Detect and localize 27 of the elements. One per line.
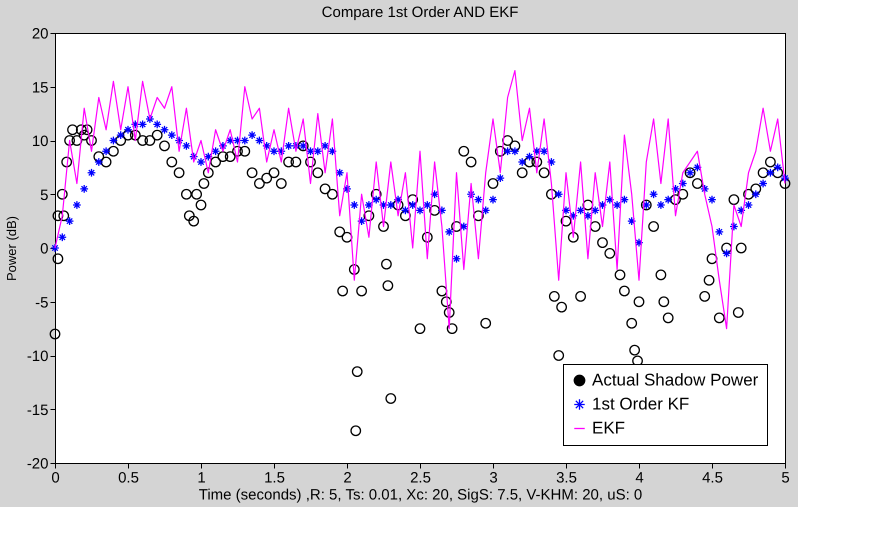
x-tick-label: 1.5	[264, 470, 285, 486]
x-tick-label: 1	[197, 470, 206, 486]
x-tick-label: 4	[635, 470, 644, 486]
x-tick-label: 2.5	[410, 470, 431, 486]
y-tick-label: 10	[32, 133, 48, 150]
y-tick-label: -15	[26, 402, 48, 419]
x-tick-label: 3	[489, 470, 498, 486]
x-tick-label: 3.5	[556, 470, 577, 486]
y-axis-title: Power (dB)	[4, 216, 19, 282]
y-tick-label: -20	[26, 456, 48, 472]
y-tick-label: 20	[32, 26, 48, 42]
x-tick-label: 4.5	[702, 470, 723, 486]
line-series	[54, 70, 786, 330]
y-tick-label: 15	[32, 79, 48, 96]
x-tick-label: 5	[781, 470, 790, 486]
x-axis-title: Time (seconds) ,R: 5, Ts: 0.01, Xc: 20, SigS: 7.5, V-KHM: 20, uS: 0	[198, 486, 642, 504]
legend-label: 1st Order KF	[592, 394, 690, 414]
chart-title: Compare 1st Order AND EKF	[322, 4, 518, 21]
x-tick-label: 0	[51, 470, 60, 486]
y-tick-label: -10	[26, 348, 48, 365]
y-tick-label: -5	[35, 294, 48, 312]
y-tick-label: 0	[40, 240, 48, 258]
legend-label: Actual Shadow Power	[592, 370, 759, 390]
x-tick-label: 0.5	[118, 470, 139, 486]
y-tick-label: 5	[40, 186, 48, 204]
x-tick-label: 2	[343, 470, 352, 486]
legend-label: EKF	[592, 418, 626, 438]
